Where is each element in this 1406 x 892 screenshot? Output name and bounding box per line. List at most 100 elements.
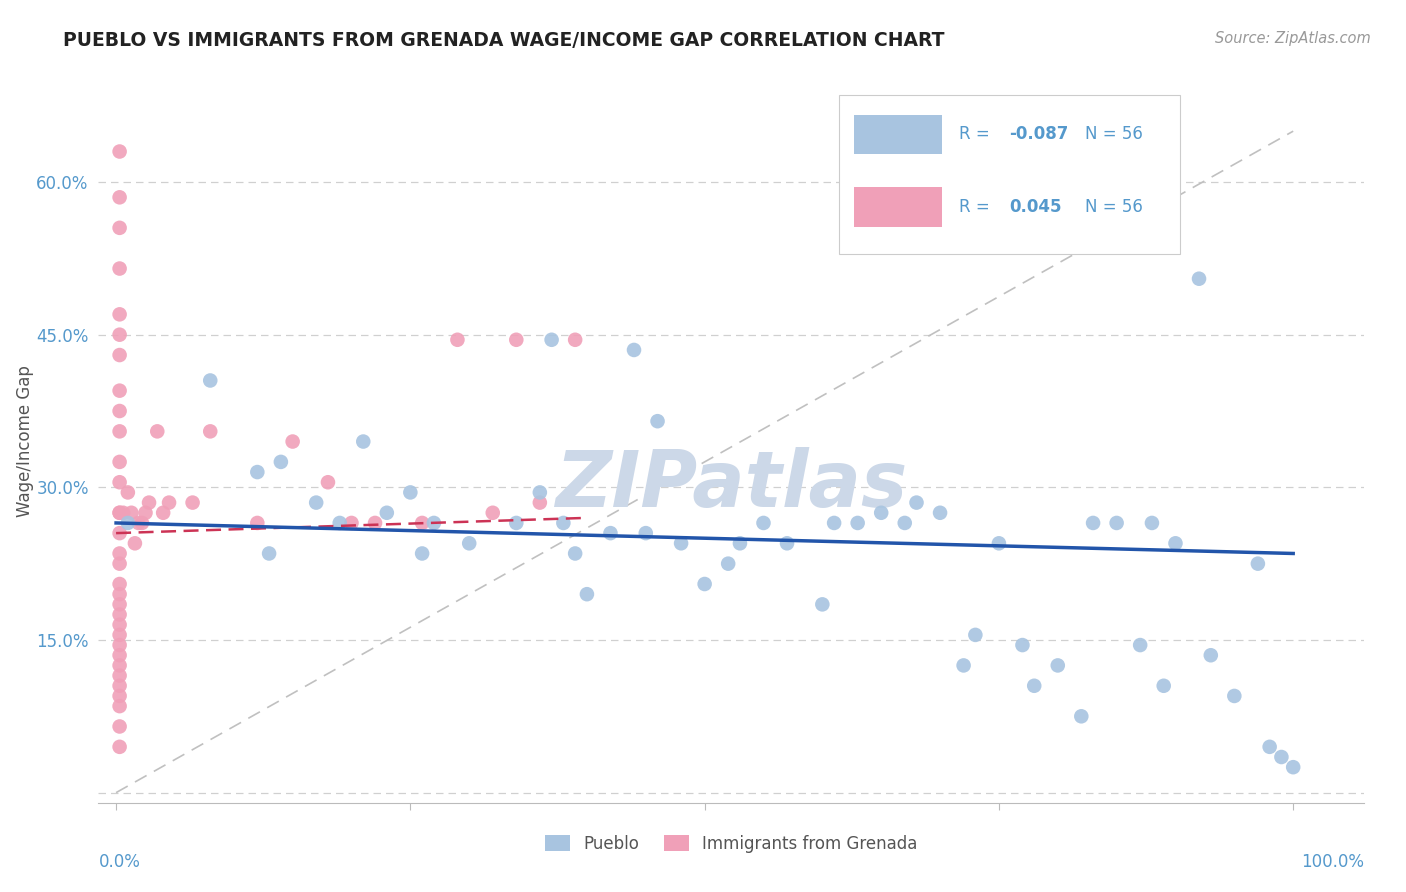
Point (623, 343, 645, 357)
Point (108, 506, 131, 520)
Point (108, 638, 131, 652)
Point (1129, 638, 1152, 652)
Point (1140, 516, 1163, 530)
Point (108, 699, 131, 714)
Point (446, 333, 468, 347)
Point (108, 679, 131, 693)
Point (811, 598, 834, 612)
Point (329, 516, 352, 530)
Point (108, 190, 131, 204)
Point (669, 536, 692, 550)
Text: N = 56: N = 56 (1085, 198, 1143, 216)
Point (411, 516, 433, 530)
Point (965, 628, 987, 642)
Point (564, 546, 586, 560)
Point (505, 516, 527, 530)
Point (1247, 557, 1270, 571)
Point (270, 455, 292, 469)
Point (108, 526, 131, 541)
Point (108, 506, 131, 520)
Point (458, 536, 481, 550)
Point (505, 333, 527, 347)
Point (481, 506, 503, 520)
Point (108, 307, 131, 321)
Point (108, 546, 131, 560)
Y-axis label: Wage/Income Gap: Wage/Income Gap (15, 366, 34, 517)
Point (108, 607, 131, 622)
Point (647, 414, 669, 428)
Point (108, 689, 131, 703)
Point (905, 495, 928, 509)
Point (246, 516, 269, 530)
Point (375, 506, 398, 520)
Point (108, 719, 131, 733)
Point (1270, 750, 1292, 764)
Point (108, 668, 131, 682)
Point (929, 506, 952, 520)
Point (1070, 709, 1092, 723)
Point (146, 425, 169, 439)
Text: 0.0%: 0.0% (98, 854, 141, 871)
Point (1024, 679, 1046, 693)
Point (305, 495, 328, 509)
Point (200, 425, 222, 439)
FancyBboxPatch shape (853, 114, 942, 154)
Point (634, 526, 657, 541)
Point (1282, 760, 1305, 774)
Point (108, 617, 131, 632)
FancyBboxPatch shape (853, 186, 942, 227)
Text: 100.0%: 100.0% (1301, 854, 1364, 871)
Point (1188, 271, 1211, 285)
Point (752, 516, 775, 530)
Point (108, 587, 131, 601)
Point (1046, 658, 1069, 673)
Point (108, 628, 131, 642)
Point (246, 465, 269, 479)
Point (1258, 739, 1281, 754)
Point (200, 374, 222, 388)
Point (108, 455, 131, 469)
Point (108, 658, 131, 673)
Point (717, 557, 740, 571)
Point (693, 577, 716, 591)
Text: Source: ZipAtlas.com: Source: ZipAtlas.com (1215, 31, 1371, 46)
Point (257, 546, 280, 560)
Point (108, 577, 131, 591)
Point (127, 516, 149, 530)
Point (108, 475, 131, 490)
Legend: Pueblo, Immigrants from Grenada: Pueblo, Immigrants from Grenada (538, 828, 924, 860)
Point (540, 333, 562, 347)
Point (575, 587, 598, 601)
Point (108, 598, 131, 612)
Point (281, 434, 304, 449)
Point (1164, 536, 1187, 550)
FancyBboxPatch shape (838, 95, 1181, 253)
Point (529, 485, 551, 500)
Text: ZIPatlas: ZIPatlas (555, 447, 907, 523)
Point (846, 516, 869, 530)
Point (553, 516, 575, 530)
Point (181, 495, 204, 509)
Point (117, 516, 139, 530)
Point (108, 648, 131, 663)
Point (987, 536, 1010, 550)
Point (352, 434, 374, 449)
Point (124, 536, 146, 550)
Point (411, 546, 433, 560)
Point (529, 495, 551, 509)
Point (823, 516, 845, 530)
Point (134, 506, 156, 520)
Point (776, 536, 799, 550)
Point (599, 526, 621, 541)
Point (152, 506, 174, 520)
Point (138, 495, 160, 509)
Point (1011, 638, 1033, 652)
Point (108, 327, 131, 342)
Point (564, 333, 586, 347)
Text: R =: R = (959, 198, 995, 216)
Point (108, 220, 131, 235)
Point (108, 384, 131, 398)
Point (117, 485, 139, 500)
Point (423, 516, 446, 530)
Point (120, 506, 142, 520)
